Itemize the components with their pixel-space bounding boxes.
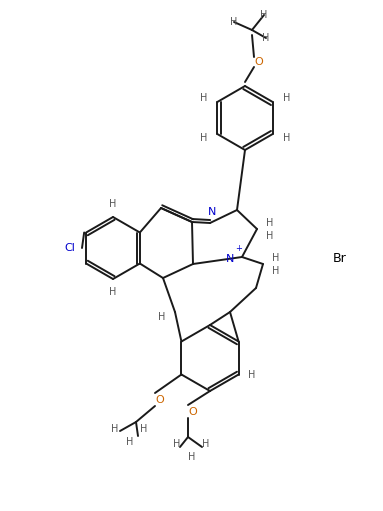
Text: H: H (173, 439, 181, 449)
Text: H: H (266, 231, 274, 241)
Text: Cl: Cl (65, 243, 75, 253)
Text: H: H (202, 439, 210, 449)
Text: H: H (272, 253, 280, 263)
Text: H: H (230, 17, 238, 27)
Text: H: H (109, 287, 117, 297)
Text: O: O (155, 395, 164, 405)
Text: H: H (140, 424, 148, 434)
Text: H: H (126, 437, 134, 447)
Text: H: H (188, 452, 196, 462)
Text: H: H (260, 10, 268, 20)
Text: H: H (158, 312, 166, 322)
Text: H: H (272, 266, 280, 276)
Text: +: + (236, 244, 242, 252)
Text: H: H (109, 199, 117, 209)
Text: H: H (283, 133, 290, 143)
Text: H: H (283, 93, 290, 103)
Text: O: O (188, 407, 197, 417)
Text: H: H (248, 369, 255, 380)
Text: H: H (262, 33, 270, 43)
Text: H: H (200, 93, 207, 103)
Text: H: H (266, 218, 274, 228)
Text: H: H (111, 424, 119, 434)
Text: O: O (255, 57, 264, 67)
Text: H: H (200, 133, 207, 143)
Text: Br: Br (333, 251, 347, 265)
Text: N: N (208, 207, 216, 217)
Text: N: N (226, 254, 234, 264)
